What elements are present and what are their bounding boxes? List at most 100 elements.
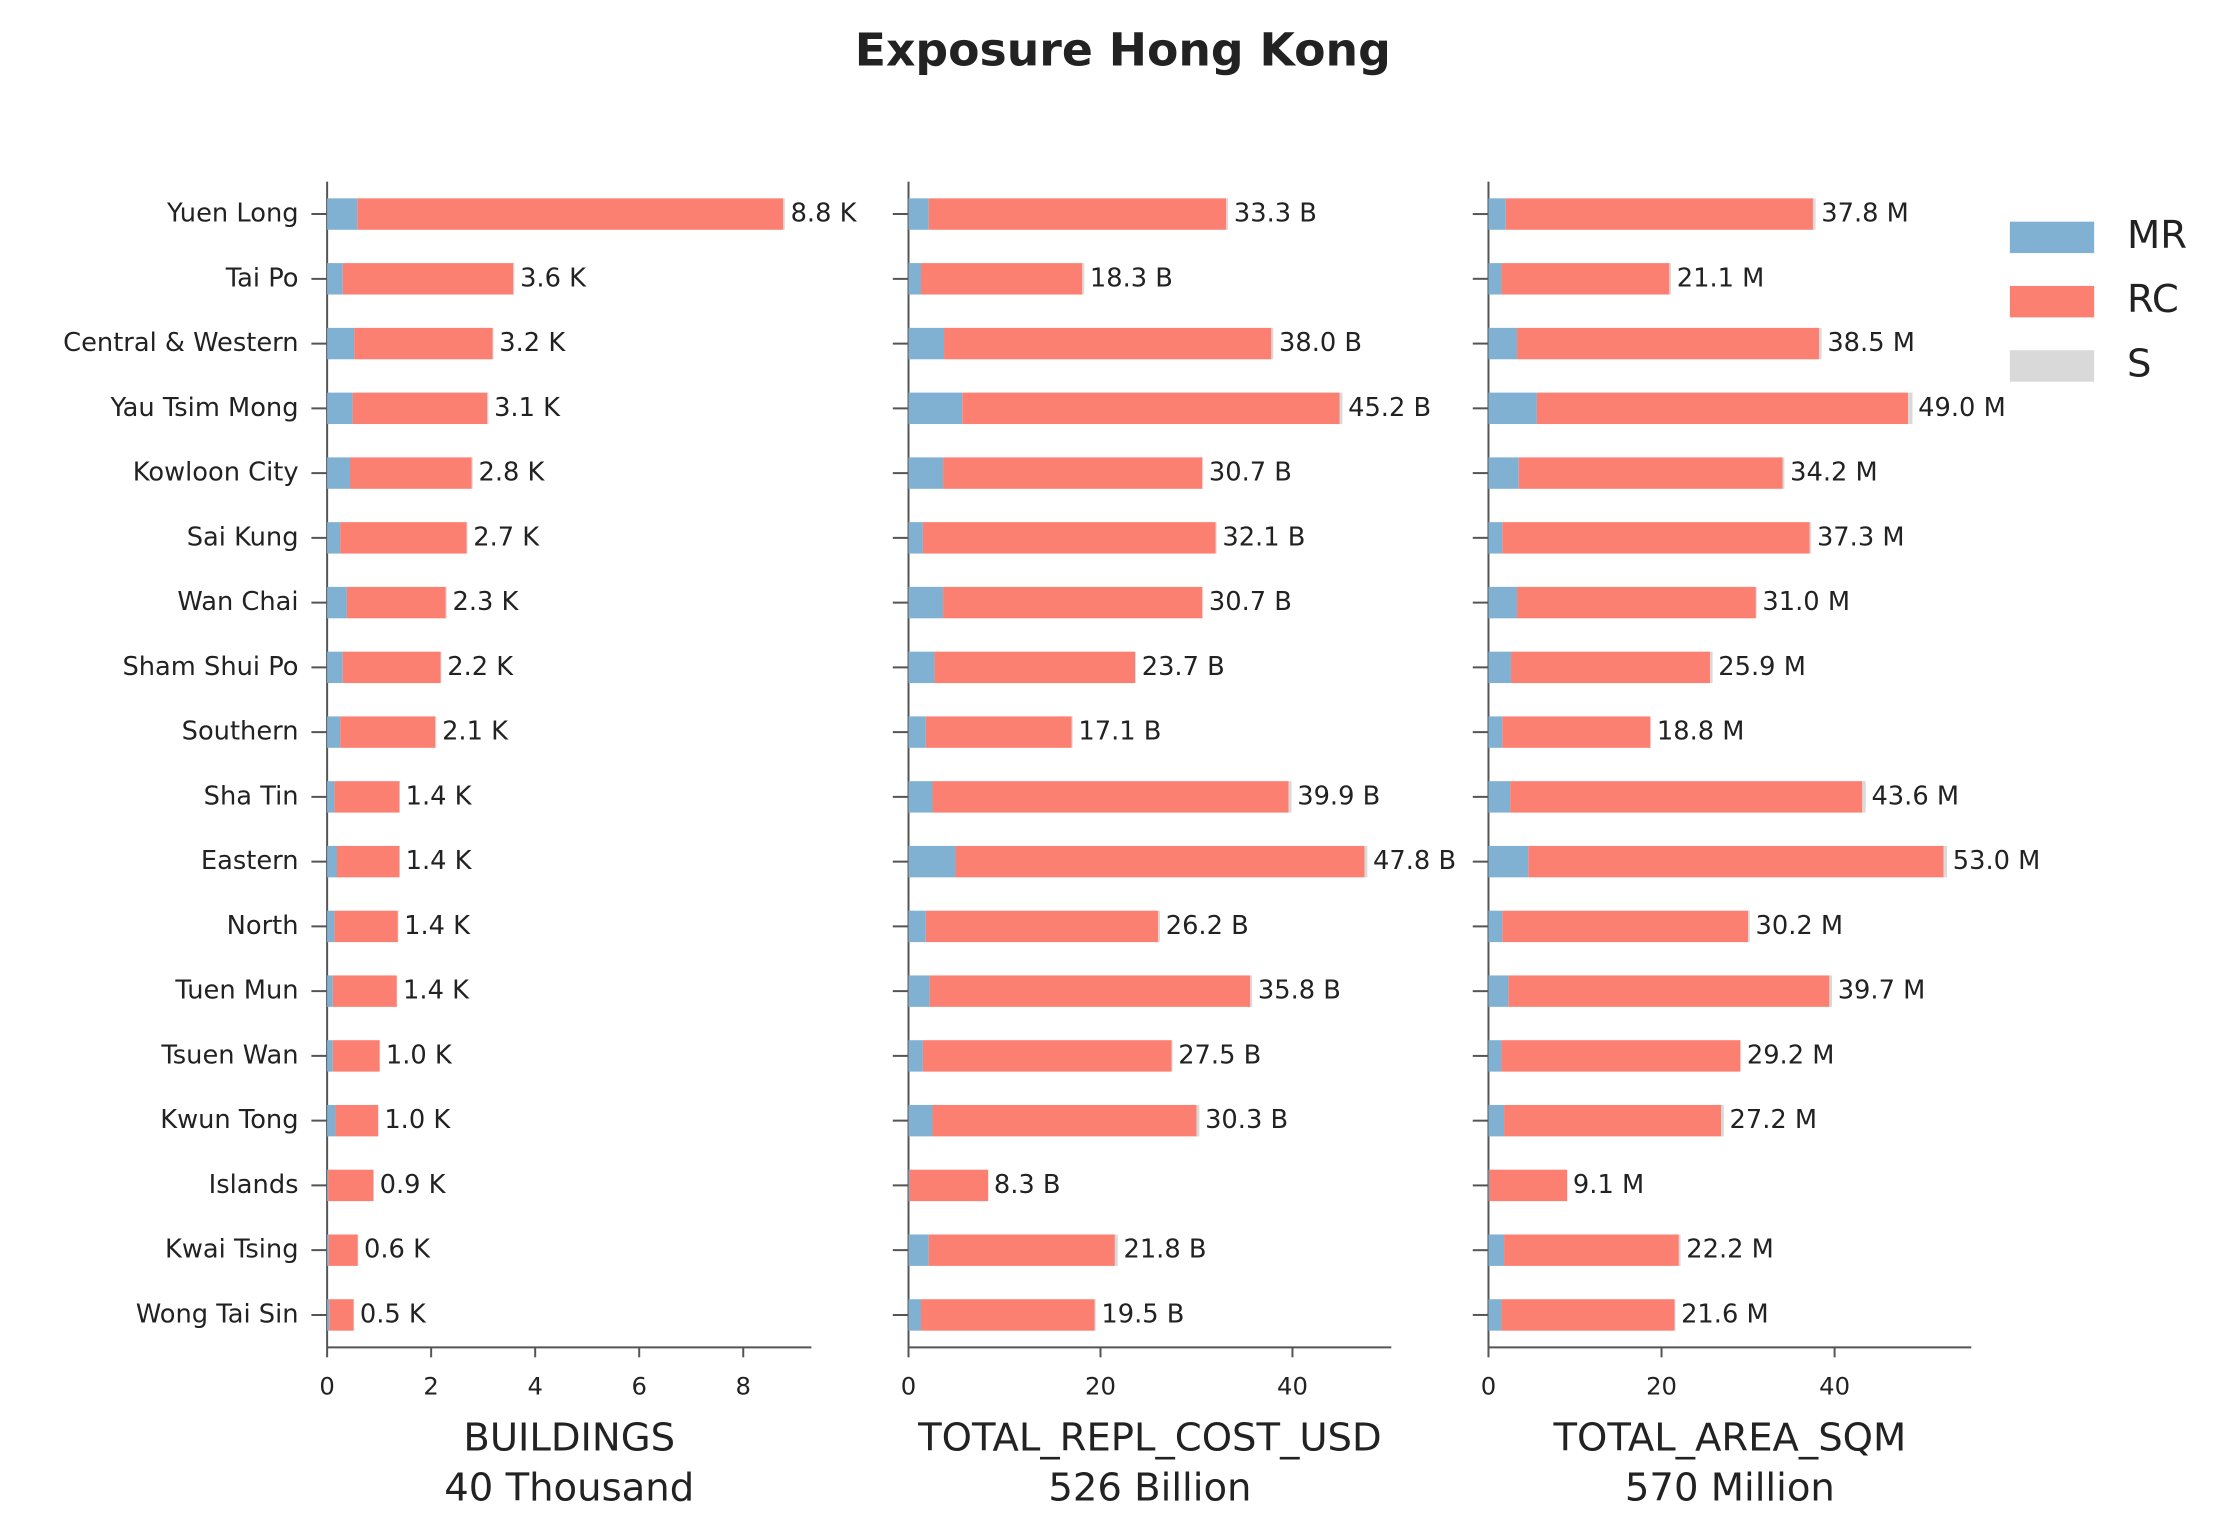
x-axis-label: TOTAL_AREA_SQM	[1552, 1416, 1906, 1461]
bar-segment	[1782, 457, 1785, 489]
bar-segment	[928, 198, 1227, 230]
bar-segment	[1709, 651, 1713, 684]
bar-segment	[1510, 781, 1863, 813]
bar-segment	[1488, 1040, 1502, 1072]
bar-segment	[1812, 198, 1816, 230]
bar-segment	[352, 392, 488, 425]
bar-segment	[932, 781, 1289, 813]
bar-segment	[908, 1104, 933, 1137]
bar-label: 21.1 M	[1677, 263, 1765, 293]
bar-segment	[399, 781, 400, 813]
bar-segment	[1489, 1169, 1568, 1202]
bar-segment	[1809, 522, 1812, 554]
bar-label: 0.5 K	[360, 1299, 427, 1329]
bar-segment	[1755, 586, 1757, 619]
legend-label: RC	[2127, 277, 2179, 322]
bar-segment	[1488, 522, 1503, 554]
bar-label: 1.4 K	[404, 911, 471, 941]
bar-segment	[327, 1169, 329, 1202]
x-tick-label: 8	[736, 1371, 751, 1400]
bar-segment	[1536, 392, 1909, 425]
bar-label: 0.6 K	[364, 1235, 431, 1265]
bar-label: 30.2 M	[1756, 911, 1844, 941]
bar-segment	[1488, 1299, 1502, 1331]
bar-segment	[908, 1234, 929, 1266]
bar-label: 8.3 B	[994, 1170, 1061, 1200]
bar-segment	[1215, 522, 1217, 554]
bar-segment	[1488, 845, 1529, 878]
bar-segment	[487, 392, 489, 425]
bar-label: 3.6 K	[520, 263, 587, 293]
bar-segment	[1943, 845, 1948, 878]
bar-label: 45.2 B	[1348, 393, 1431, 423]
bar-label: 31.0 M	[1762, 587, 1850, 617]
x-axis-label: BUILDINGS	[463, 1416, 675, 1461]
bar-segment	[944, 327, 1272, 360]
bar-segment	[1528, 845, 1944, 878]
bar-segment	[1678, 1234, 1681, 1266]
bar-segment	[350, 457, 472, 489]
bar-segment	[513, 263, 515, 295]
bar-segment	[1674, 1299, 1676, 1331]
bar-label: 26.2 B	[1166, 911, 1249, 941]
bar-segment	[1829, 975, 1832, 1007]
bar-segment	[1202, 457, 1204, 489]
bar-segment	[1502, 910, 1749, 943]
bar-segment	[1508, 975, 1830, 1007]
bar-segment	[908, 845, 956, 878]
bar-segment	[440, 651, 442, 684]
bar-segment	[1908, 392, 1913, 425]
y-tick-label: Tsuen Wan	[160, 1040, 298, 1070]
bar-segment	[327, 392, 353, 425]
bar-segment	[342, 651, 441, 684]
bar-segment	[925, 716, 1072, 748]
bar-segment	[1518, 457, 1783, 489]
bar-segment	[908, 1299, 921, 1331]
x-tick-label: 2	[423, 1371, 438, 1400]
bar-segment	[908, 586, 944, 619]
bar-segment	[1488, 910, 1503, 943]
bar-segment	[327, 1234, 329, 1266]
x-axis-label: 40 Thousand	[444, 1466, 694, 1511]
figure-title: Exposure Hong Kong	[855, 24, 1391, 77]
bar-segment	[327, 263, 343, 295]
x-tick-label: 20	[1085, 1371, 1116, 1400]
bar-segment	[908, 198, 929, 230]
bar-segment	[1288, 781, 1292, 813]
y-tick-label: Tai Po	[225, 263, 299, 293]
bar-segment	[1862, 781, 1866, 813]
bar-segment	[327, 845, 338, 878]
bar-segment	[922, 522, 1216, 554]
bar-segment	[379, 1040, 381, 1072]
bar-segment	[466, 522, 468, 554]
bar-label: 37.8 M	[1821, 199, 1909, 229]
bar-segment	[908, 1169, 910, 1202]
bar-label: 9.1 M	[1573, 1170, 1644, 1200]
bar-segment	[328, 1169, 374, 1202]
bar-segment	[354, 327, 493, 360]
legend-swatch	[2009, 350, 2095, 382]
bar-segment	[346, 586, 446, 619]
bar-segment	[908, 522, 923, 554]
bar-label: 43.6 M	[1871, 781, 1959, 811]
bar-segment	[908, 1040, 923, 1072]
legend-label: S	[2127, 341, 2151, 386]
bar-segment	[327, 198, 358, 230]
bar-segment	[327, 1040, 333, 1072]
bar-label: 33.3 B	[1234, 199, 1317, 229]
bar-label: 1.4 K	[406, 846, 473, 876]
y-tick-label: Eastern	[201, 846, 299, 876]
bar-segment	[1517, 327, 1820, 360]
bar-label: 27.5 B	[1178, 1040, 1261, 1070]
y-tick-label: Wan Chai	[177, 587, 298, 617]
bar-segment	[492, 327, 494, 360]
bar-segment	[332, 975, 397, 1007]
bar-segment	[342, 263, 514, 295]
legend-swatch	[2009, 221, 2095, 254]
bar-segment	[909, 1169, 989, 1202]
bar-segment	[929, 975, 1251, 1007]
y-tick-label: Kwai Tsing	[165, 1235, 299, 1265]
bar-segment	[1071, 716, 1073, 748]
y-tick-label: Yuen Long	[166, 199, 299, 229]
bar-label: 22.2 M	[1686, 1235, 1774, 1265]
